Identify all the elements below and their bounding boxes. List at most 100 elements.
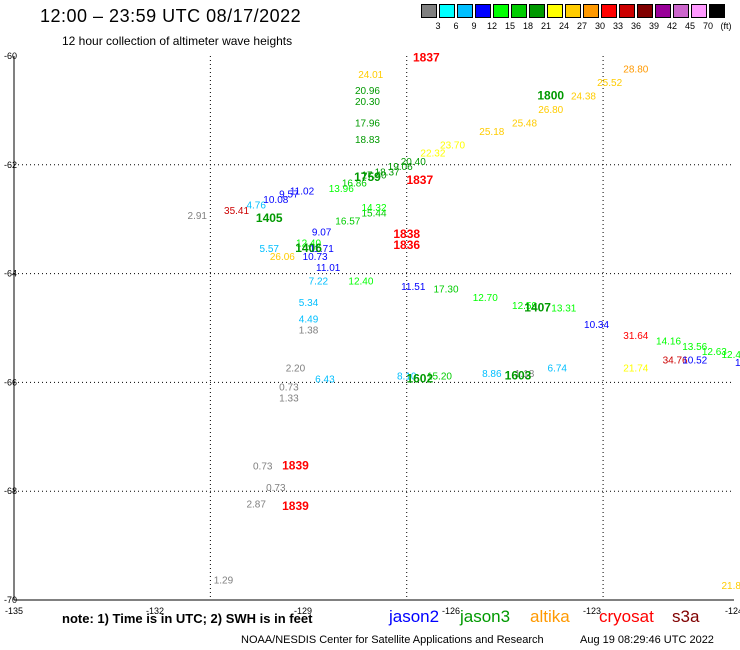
color-swatch	[421, 4, 437, 18]
wave-height-label: 0.73	[253, 461, 273, 472]
generation-timestamp: Aug 19 08:29:46 UTC 2022	[580, 634, 714, 646]
wave-height-label: 5.57	[260, 244, 280, 255]
satellite-label: altika	[530, 607, 570, 626]
wave-height-label: 34.76	[663, 355, 688, 366]
color-swatch	[439, 4, 455, 18]
wave-height-label: 25.48	[512, 119, 537, 130]
color-swatch	[583, 4, 599, 18]
color-swatch	[691, 4, 707, 18]
color-scale-label: 36	[630, 21, 641, 31]
pass-time-label: 1837	[413, 50, 440, 64]
wave-height-label: 5.34	[299, 298, 319, 309]
color-swatch	[493, 4, 509, 18]
y-tick-label: -62	[4, 160, 17, 170]
pass-time-label: 1839	[282, 458, 309, 472]
wave-height-label: 16.57	[335, 217, 360, 228]
wave-height-label: 4.49	[299, 315, 319, 326]
wave-height-label: 8.10	[397, 372, 417, 383]
wave-height-label: 14.32	[361, 203, 386, 214]
wave-height-label: 7.22	[309, 276, 329, 287]
satellite-label: jason2	[389, 607, 440, 626]
wave-height-label: 20.96	[355, 86, 380, 97]
color-scale-label: 27	[576, 21, 587, 31]
wave-height-label: 11.75	[735, 358, 740, 369]
satellite-label: jason3	[460, 607, 511, 626]
color-swatch	[457, 4, 473, 18]
wave-height-label: 25.52	[597, 78, 622, 89]
wave-height-label: 13.56	[682, 342, 707, 353]
wave-height-label: 10.34	[584, 320, 609, 331]
pass-time-label: 1837	[406, 173, 433, 187]
wave-height-label: 2.91	[188, 211, 208, 222]
color-swatch	[637, 4, 653, 18]
wave-height-label: 16.86	[342, 179, 367, 190]
color-scale-label: 9	[471, 21, 477, 31]
wave-height-label: 13.31	[551, 304, 576, 315]
pass-time-label: 1759	[354, 170, 381, 184]
satellite-label: s3a	[672, 607, 700, 626]
wave-height-label: 2.87	[246, 500, 266, 511]
pass-time-label: 1602	[406, 371, 433, 385]
y-tick-label: -64	[4, 269, 17, 279]
color-swatch	[565, 4, 581, 18]
pass-time-label: 1839	[282, 499, 309, 513]
wave-height-label: 8.86	[482, 369, 502, 380]
color-scale-label: 3	[435, 21, 441, 31]
wave-height-label: 10.73	[303, 252, 328, 263]
wave-height-label: 20.30	[355, 97, 380, 108]
wave-height-label: 25.18	[479, 127, 504, 138]
color-swatch	[673, 4, 689, 18]
color-scale-label: 30	[594, 21, 605, 31]
wave-height-label: 24.01	[358, 70, 383, 81]
wave-height-label: 11.02	[290, 187, 315, 198]
wave-height-label: 17.96	[355, 119, 380, 130]
color-scale-label: 39	[648, 21, 659, 31]
y-tick-label: -60	[4, 51, 17, 61]
y-tick-label: -66	[4, 377, 17, 387]
color-scale-label: 18	[522, 21, 533, 31]
color-swatch	[601, 4, 617, 18]
wave-height-label: 19.06	[388, 162, 413, 173]
wave-height-label: 15.20	[427, 372, 452, 383]
color-swatch	[475, 4, 491, 18]
wave-height-label: 22.32	[420, 149, 445, 160]
wave-height-label: 12.41	[721, 350, 740, 361]
color-scale-label: 21	[540, 21, 551, 31]
wave-height-label: 21.80	[721, 581, 740, 592]
wave-height-label: 12.40	[348, 276, 373, 287]
color-scale-label: 42	[666, 21, 677, 31]
color-scale-label: 33	[612, 21, 623, 31]
wave-height-label: 1.29	[214, 576, 234, 587]
x-tick-label: -123	[583, 606, 601, 616]
wave-height-label: 12.40	[296, 238, 321, 249]
wave-height-label: 26.80	[538, 105, 563, 116]
satellite-label: cryosat	[599, 607, 654, 626]
wave-height-label: 18.83	[355, 135, 380, 146]
wave-height-label: 23.70	[440, 140, 465, 151]
color-swatch	[529, 4, 545, 18]
color-scale-label: 24	[558, 21, 569, 31]
pass-time-label: 1407	[524, 301, 551, 315]
wave-height-label: 31.64	[623, 331, 648, 342]
color-swatch	[655, 4, 671, 18]
wave-height-label: 1.33	[279, 393, 299, 404]
y-tick-label: -68	[4, 486, 17, 496]
wave-height-label: 21.74	[623, 364, 648, 375]
color-swatch	[511, 4, 527, 18]
x-tick-label: -129	[294, 606, 312, 616]
wave-height-label: 17.40	[361, 170, 386, 181]
wave-height-label: 28.80	[623, 64, 648, 75]
wave-height-label: 0.73	[266, 483, 286, 494]
pass-time-label: 1603	[505, 369, 532, 383]
wave-height-label: 12.59	[512, 301, 537, 312]
color-scale-label: 12	[486, 21, 497, 31]
color-scale-label: 45	[684, 21, 695, 31]
wave-height-label: 2.20	[286, 364, 306, 375]
chart-title: 12:00 – 23:59 UTC 08/17/2022	[40, 6, 302, 26]
graticule-grid	[14, 56, 734, 600]
axis-tick-labels: -135 -132 -129 -126 -123 -124 -60 -62 -64 -66 -68 -…	[4, 51, 740, 616]
x-tick-label: -132	[146, 606, 164, 616]
